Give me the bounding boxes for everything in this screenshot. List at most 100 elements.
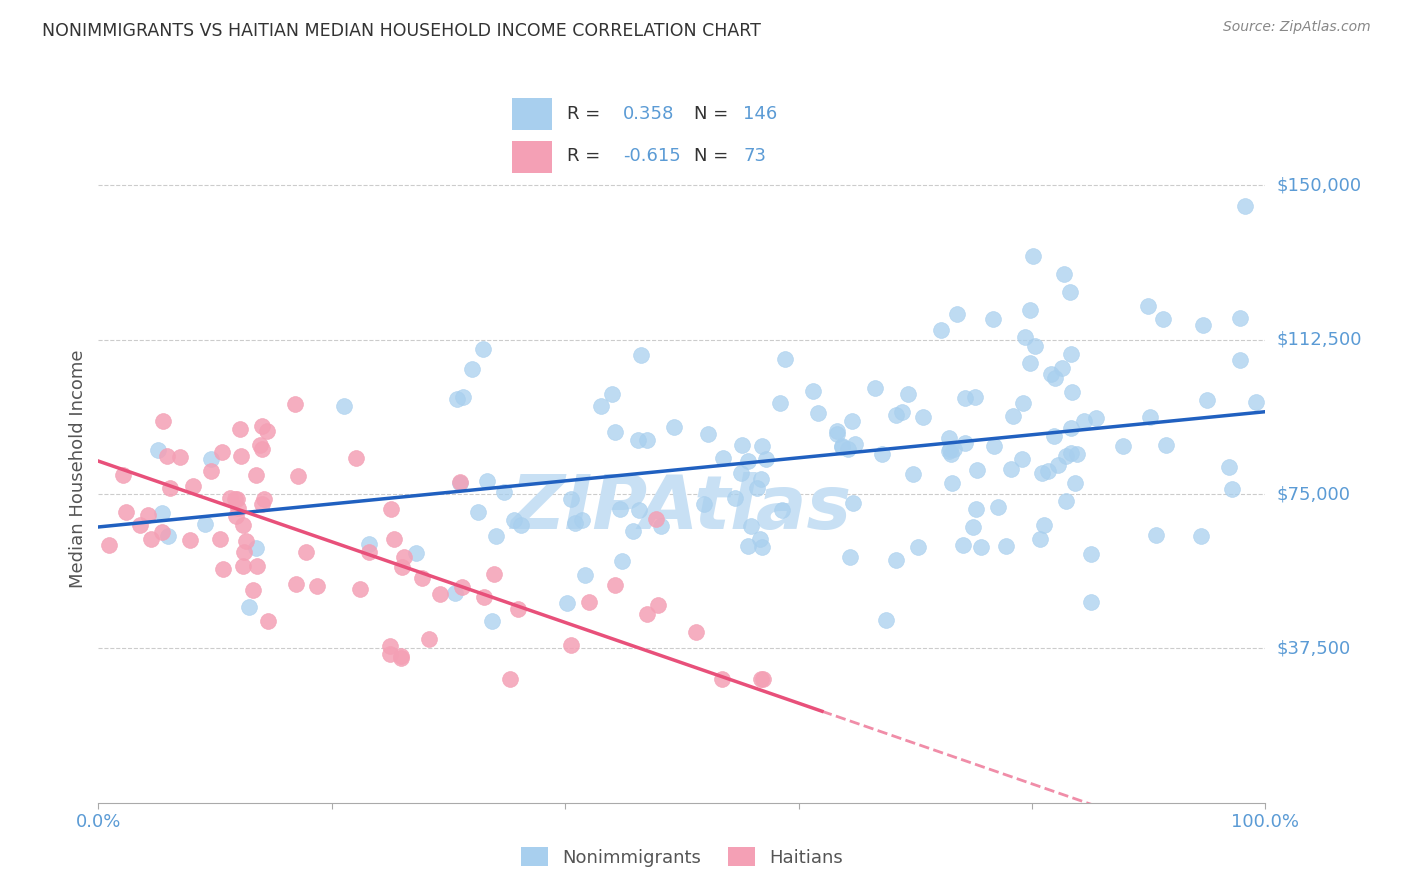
- Point: [1192, 318, 1215, 332]
- Point: [564, 516, 586, 531]
- Point: [1064, 476, 1087, 491]
- Point: [391, 649, 413, 664]
- Point: [1244, 395, 1267, 409]
- Point: [801, 384, 824, 398]
- Point: [987, 500, 1010, 515]
- Point: [890, 405, 912, 419]
- Point: [831, 438, 853, 452]
- Text: R =: R =: [567, 147, 600, 165]
- Point: [962, 520, 984, 534]
- Text: R =: R =: [567, 105, 600, 123]
- Point: [179, 533, 201, 548]
- Point: [481, 614, 503, 628]
- Point: [389, 651, 412, 665]
- Point: [875, 613, 897, 627]
- Point: [831, 441, 853, 455]
- Point: [1220, 482, 1243, 496]
- Point: [146, 442, 169, 457]
- Text: 146: 146: [744, 105, 778, 123]
- Point: [662, 420, 685, 434]
- Point: [724, 491, 747, 505]
- Point: [150, 507, 173, 521]
- Point: [636, 607, 658, 621]
- Point: [451, 390, 474, 404]
- Point: [232, 545, 254, 559]
- Point: [446, 392, 468, 407]
- Point: [200, 464, 222, 478]
- Point: [907, 541, 929, 555]
- Point: [332, 399, 354, 413]
- Point: [245, 468, 267, 483]
- Point: [467, 505, 489, 519]
- Point: [730, 467, 752, 481]
- Point: [1021, 249, 1043, 263]
- Point: [405, 546, 427, 560]
- Y-axis label: Median Household Income: Median Household Income: [69, 349, 87, 588]
- Point: [1073, 414, 1095, 428]
- Point: [841, 414, 863, 428]
- Point: [1053, 267, 1076, 281]
- Point: [357, 544, 380, 558]
- Point: [941, 476, 963, 491]
- Point: [955, 436, 977, 450]
- Point: [844, 437, 866, 451]
- Point: [391, 560, 413, 574]
- Point: [560, 638, 582, 652]
- Point: [901, 467, 924, 481]
- Point: [1066, 446, 1088, 460]
- Point: [503, 513, 526, 527]
- Point: [574, 567, 596, 582]
- Text: $112,500: $112,500: [1277, 331, 1362, 349]
- Point: [181, 479, 204, 493]
- Point: [212, 562, 235, 576]
- Point: [211, 445, 233, 459]
- Point: [938, 443, 960, 458]
- Point: [737, 454, 759, 468]
- Point: [1000, 462, 1022, 476]
- Point: [769, 395, 792, 409]
- Point: [256, 424, 278, 438]
- Point: [246, 558, 269, 573]
- Point: [842, 496, 865, 510]
- Point: [1136, 299, 1159, 313]
- Point: [884, 408, 907, 422]
- Point: [1218, 460, 1240, 475]
- Point: [685, 625, 707, 640]
- Point: [965, 502, 987, 516]
- Text: -0.615: -0.615: [623, 147, 681, 165]
- Point: [115, 505, 138, 519]
- Point: [238, 600, 260, 615]
- Point: [571, 513, 593, 527]
- Point: [485, 529, 508, 543]
- Point: [952, 538, 974, 552]
- Point: [1054, 450, 1077, 464]
- Point: [970, 540, 993, 554]
- Point: [510, 517, 533, 532]
- Point: [232, 517, 254, 532]
- Point: [711, 673, 734, 687]
- Point: [650, 519, 672, 533]
- Point: [231, 449, 253, 463]
- Point: [225, 509, 247, 524]
- Point: [1139, 410, 1161, 425]
- Point: [382, 533, 405, 547]
- Point: [983, 439, 1005, 453]
- Text: N =: N =: [695, 147, 728, 165]
- Point: [1052, 361, 1074, 376]
- Point: [775, 352, 797, 367]
- Point: [250, 419, 273, 434]
- Text: Source: ZipAtlas.com: Source: ZipAtlas.com: [1223, 20, 1371, 34]
- Point: [806, 406, 828, 420]
- Point: [755, 451, 778, 466]
- Point: [208, 532, 231, 546]
- Point: [1060, 421, 1083, 435]
- Point: [941, 447, 963, 461]
- Point: [560, 491, 582, 506]
- Point: [253, 492, 276, 507]
- Text: $37,500: $37,500: [1277, 640, 1351, 657]
- Point: [349, 582, 371, 597]
- Point: [1040, 367, 1063, 381]
- Point: [946, 307, 969, 321]
- Point: [578, 595, 600, 609]
- Point: [357, 537, 380, 551]
